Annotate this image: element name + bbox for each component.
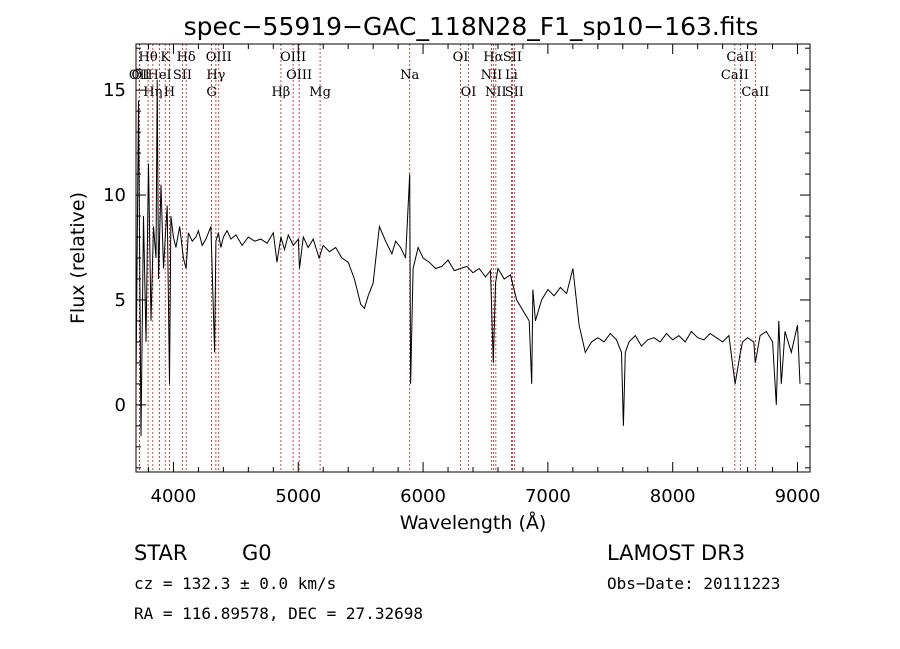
line-label-15: Mg xyxy=(309,85,331,100)
line-label-8: Hδ xyxy=(177,50,196,65)
line-label-3: HeI xyxy=(148,68,172,83)
x-tick-label-4: 8000 xyxy=(650,486,696,507)
line-label-7: SII xyxy=(173,68,192,83)
y-axis-ticks: 0 5 10 15 xyxy=(103,47,810,469)
line-label-2: OI xyxy=(131,68,147,83)
line-label-16: Na xyxy=(400,68,419,83)
line-label-6: H xyxy=(164,85,175,100)
plot-frame xyxy=(135,43,811,473)
y-tick-label-3: 15 xyxy=(103,80,126,101)
line-label-26: CaII xyxy=(721,68,749,83)
chart-title: spec−55919−GAC_118N28_F1_sp10−163.fits xyxy=(184,12,759,41)
line-label-18: OI xyxy=(461,85,477,100)
obs-date: Obs−Date: 20111223 xyxy=(607,574,780,593)
spectrum-line xyxy=(135,79,801,437)
spectrum-series xyxy=(135,79,801,437)
line-label-25: CaII xyxy=(726,50,754,65)
line-label-4: Hη xyxy=(143,85,162,100)
object-class: STAR xyxy=(134,541,187,565)
x-axis-label: Wavelength (Å) xyxy=(400,511,547,534)
x-axis-ticks: 4000 5000 6000 7000 8000 9000 xyxy=(147,44,821,507)
line-label-21: NII xyxy=(481,68,503,83)
coordinates: RA = 116.89578, DEC = 27.32698 xyxy=(134,604,423,623)
y-tick-label-0: 0 xyxy=(115,395,126,416)
x-tick-label-3: 7000 xyxy=(525,486,571,507)
line-label-22: Li xyxy=(505,68,518,83)
line-label-19: Hα xyxy=(483,50,503,65)
y-tick-label-1: 5 xyxy=(115,290,126,311)
line-label-1: Hθ xyxy=(139,50,158,65)
survey-name: LAMOST DR3 xyxy=(607,541,745,565)
y-axis-label: Flux (relative) xyxy=(67,192,89,324)
x-tick-label-1: 5000 xyxy=(275,486,321,507)
line-label-10: Hγ xyxy=(206,68,225,83)
line-label-23: NII xyxy=(485,85,507,100)
x-tick-label-5: 9000 xyxy=(775,486,821,507)
line-label-5: K xyxy=(160,50,170,65)
line-label-9: OIII xyxy=(206,50,232,65)
line-label-13: OIII xyxy=(286,68,312,83)
line-label-14: Hβ xyxy=(271,85,290,100)
x-tick-label-0: 4000 xyxy=(151,486,197,507)
line-label-12: OIII xyxy=(280,50,306,65)
velocity-readout: cz = 132.3 ± 0.0 km/s xyxy=(134,574,336,593)
x-tick-label-2: 6000 xyxy=(400,486,446,507)
object-subclass: G0 xyxy=(242,541,272,565)
line-label-17: OI xyxy=(453,50,469,65)
line-label-0: OII xyxy=(129,68,150,83)
y-tick-label-2: 10 xyxy=(103,185,126,206)
line-label-24: SII xyxy=(505,85,524,100)
spectral-line-markers xyxy=(138,44,756,472)
line-label-20: SII xyxy=(503,50,522,65)
line-label-11: G xyxy=(206,85,216,100)
line-label-27: CaII xyxy=(741,85,769,100)
